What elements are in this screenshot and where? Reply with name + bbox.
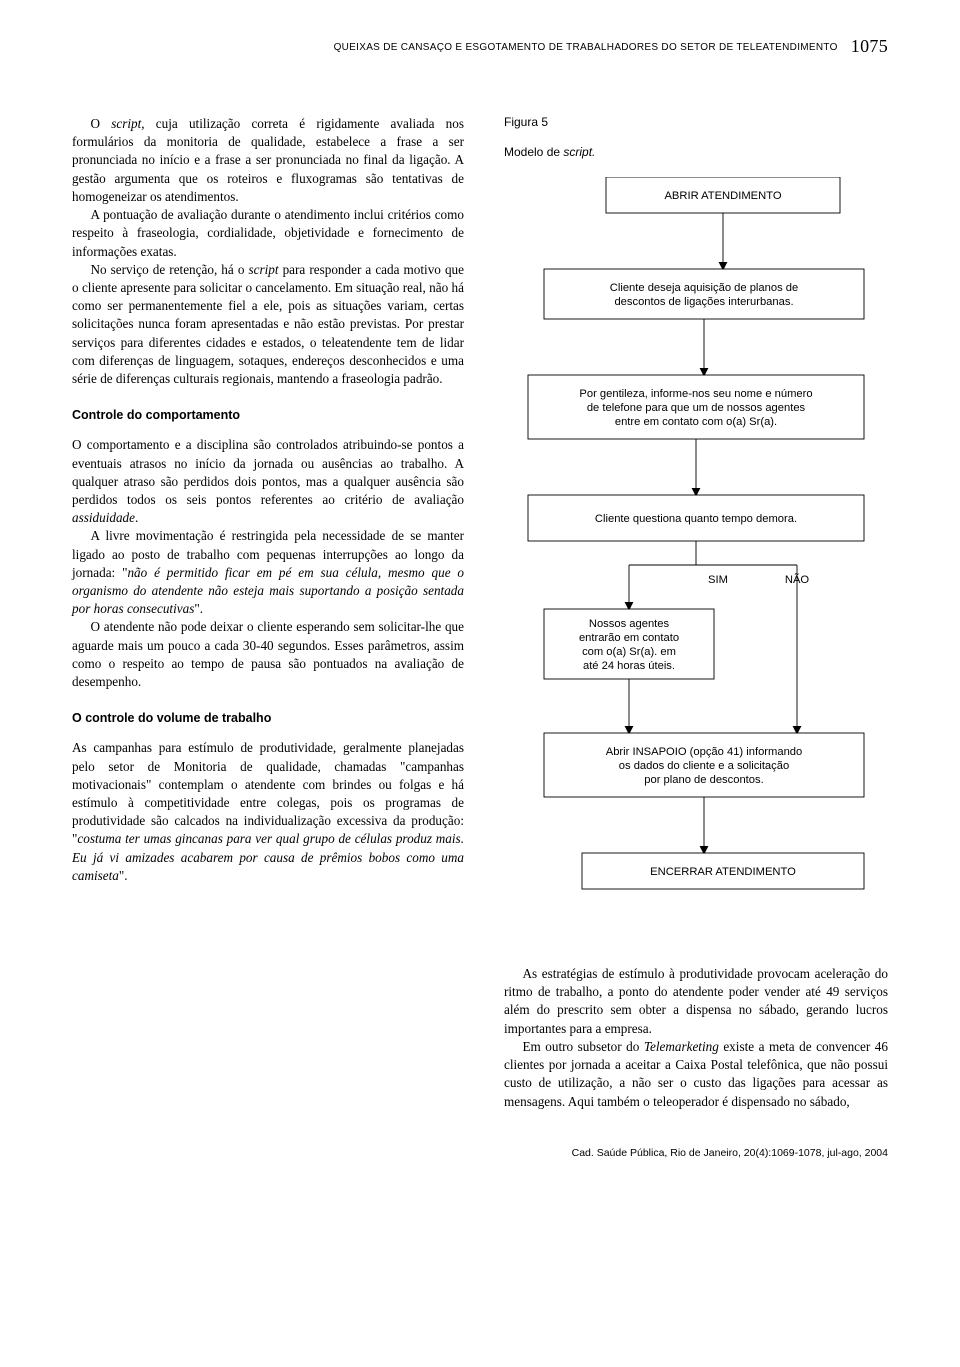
footer-citation: Cad. Saúde Pública, Rio de Janeiro, 20(4… (72, 1147, 888, 1159)
svg-text:por plano de descontos.: por plano de descontos. (644, 774, 763, 786)
right-column: Figura 5 Modelo de script. ABRIR ATENDIM… (504, 115, 888, 1111)
paragraph: O comportamento e a disciplina são contr… (72, 436, 464, 527)
svg-text:Cliente deseja aquisição de pl: Cliente deseja aquisição de planos de (610, 282, 798, 294)
paragraph: A pontuação de avaliação durante o atend… (72, 206, 464, 261)
svg-text:NÃO: NÃO (785, 573, 810, 586)
svg-text:Nossos agentes: Nossos agentes (589, 618, 670, 630)
svg-text:entre em contato com o(a) Sr(a: entre em contato com o(a) Sr(a). (615, 416, 777, 428)
svg-text:até 24 horas úteis.: até 24 horas úteis. (583, 660, 675, 672)
running-title: QUEIXAS DE CANSAÇO E ESGOTAMENTO DE TRAB… (334, 42, 838, 53)
svg-text:de telefone para que um de nos: de telefone para que um de nossos agente… (587, 402, 806, 414)
svg-text:ENCERRAR ATENDIMENTO: ENCERRAR ATENDIMENTO (650, 866, 796, 878)
svg-text:Cliente questiona quanto tempo: Cliente questiona quanto tempo demora. (595, 513, 797, 525)
subheading-controle-comportamento: Controle do comportamento (72, 408, 464, 422)
svg-text:SIM: SIM (708, 574, 728, 586)
two-column-layout: O script, cuja utilização correta é rigi… (72, 115, 888, 1111)
svg-text:Por gentileza, informe-nos seu: Por gentileza, informe-nos seu nome e nú… (579, 388, 812, 400)
left-column: O script, cuja utilização correta é rigi… (72, 115, 464, 1111)
paragraph: O atendente não pode deixar o cliente es… (72, 618, 464, 691)
paragraph: O script, cuja utilização correta é rigi… (72, 115, 464, 206)
running-head: QUEIXAS DE CANSAÇO E ESGOTAMENTO DE TRAB… (72, 36, 888, 57)
subheading-controle-volume: O controle do volume de trabalho (72, 711, 464, 725)
flowchart-svg: ABRIR ATENDIMENTO Cliente deseja aquisiçã… (504, 177, 888, 937)
page-number: 1075 (851, 36, 888, 56)
paragraph: As estratégias de estímulo à produtivida… (504, 965, 888, 1038)
paragraph: Em outro subsetor do Telemarketing exist… (504, 1038, 888, 1111)
flowchart: ABRIR ATENDIMENTO Cliente deseja aquisiçã… (504, 177, 888, 937)
svg-text:ABRIR ATENDIMENTO: ABRIR ATENDIMENTO (664, 190, 781, 202)
svg-text:com o(a) Sr(a). em: com o(a) Sr(a). em (582, 646, 676, 658)
figure-label: Figura 5 (504, 115, 888, 129)
paragraph: A livre movimentação é restringida pela … (72, 527, 464, 618)
svg-text:entrarão em contato: entrarão em contato (579, 632, 679, 644)
svg-text:os dados do cliente e a solici: os dados do cliente e a solicitação (619, 760, 789, 772)
svg-text:descontos de ligações interurb: descontos de ligações interurbanas. (614, 296, 793, 308)
svg-text:Abrir INSAPOIO (opção 41) info: Abrir INSAPOIO (opção 41) informando (606, 746, 803, 758)
figure-caption: Modelo de script. (504, 145, 888, 159)
paragraph: As campanhas para estímulo de produtivid… (72, 739, 464, 885)
paragraph: No serviço de retenção, há o script para… (72, 261, 464, 389)
